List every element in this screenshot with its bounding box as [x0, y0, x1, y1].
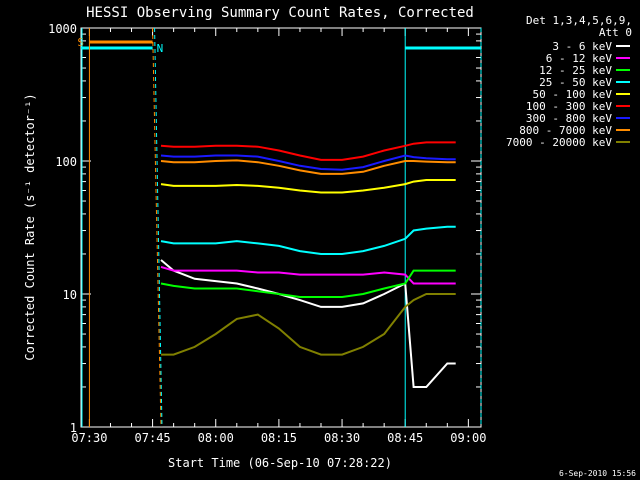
series-line-1 — [160, 265, 456, 285]
legend-label: 6 - 12 keV — [546, 52, 613, 65]
legend-label: 100 - 300 keV — [526, 100, 612, 113]
marker-label-S: S — [77, 36, 84, 49]
series-line-4 — [160, 179, 456, 194]
y-tick-label: 10 — [63, 288, 77, 302]
x-tick-label: 08:30 — [324, 431, 360, 445]
plot-area: 07:30 07:45 08:00 08:15 08:30 08:45 09:00 1 10 10… — [48, 22, 486, 445]
marker-label-N: N — [157, 42, 164, 55]
x-tick-label: 07:45 — [135, 431, 171, 445]
dashed-line-orange — [152, 27, 162, 428]
y-tick-label: 100 — [55, 155, 77, 169]
x-tick-label: 07:30 — [71, 431, 107, 445]
legend-label: 25 - 50 keV — [539, 76, 612, 89]
series-line-0 — [160, 259, 456, 388]
legend-label: 7000 - 20000 keV — [506, 136, 612, 149]
series-line-6 — [160, 154, 456, 171]
series-line-8 — [161, 293, 456, 356]
x-tick-label: 08:45 — [387, 431, 423, 445]
legend-label: 300 - 800 keV — [526, 112, 612, 125]
y-tick-label: 1000 — [48, 22, 77, 36]
legend-header: Att 0 — [599, 26, 632, 39]
series-line-7 — [160, 159, 456, 175]
x-axis-label: Start Time (06-Sep-10 07:28:22) — [168, 456, 392, 470]
series-line-5 — [160, 141, 456, 161]
chart-title: HESSI Observing Summary Count Rates, Cor… — [86, 5, 474, 21]
x-tick-label: 08:15 — [261, 431, 297, 445]
legend-label: 800 - 7000 keV — [519, 124, 612, 137]
y-axis-label: Corrected Count Rate (s⁻¹ detector⁻¹) — [23, 93, 37, 360]
legend-label: 50 - 100 keV — [533, 88, 613, 101]
series-line-3 — [160, 225, 456, 255]
x-tick-label: 08:00 — [198, 431, 234, 445]
dashed-line-cyan — [154, 27, 163, 428]
legend-label: 12 - 25 keV — [539, 64, 612, 77]
x-tick-label: 09:00 — [450, 431, 486, 445]
legend-label: 3 - 6 keV — [552, 40, 612, 53]
timestamp: 6-Sep-2010 15:56 — [559, 469, 636, 478]
series-line-2 — [160, 269, 456, 298]
y-tick-label: 1 — [70, 421, 77, 435]
legend-header: Det 1,3,4,5,6,9, — [526, 14, 632, 27]
